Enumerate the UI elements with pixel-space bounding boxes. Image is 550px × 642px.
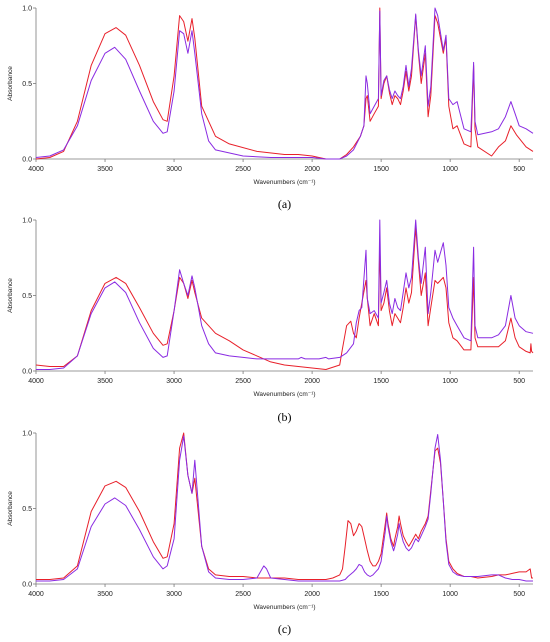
x-tick-label: 500 <box>513 591 525 598</box>
x-tick-label: 500 <box>513 378 525 385</box>
y-axis-title: Absorbance <box>7 278 14 313</box>
x-tick-label: 1000 <box>442 378 458 385</box>
series-line-1 <box>35 7 534 160</box>
x-tick-label: 1500 <box>373 378 389 385</box>
x-tick-label: 2000 <box>304 591 320 598</box>
series-line-2 <box>36 219 534 370</box>
x-tick-label: 4000 <box>28 166 44 173</box>
x-tick-label: 2500 <box>235 166 251 173</box>
x-tick-label: 3000 <box>166 166 182 173</box>
x-tick-label: 2000 <box>304 378 320 385</box>
panel-label: (a) <box>278 197 291 211</box>
x-tick-label: 4000 <box>28 591 44 598</box>
x-tick-label: 2000 <box>304 166 320 173</box>
spectrum-panel-1: 4000 3500 3000 2500 2000 1500 1000 500 0.0 0.5 1.0… <box>7 6 534 211</box>
x-tick-label: 1000 <box>442 166 458 173</box>
series-line-1 <box>35 227 534 370</box>
panel-label: (b) <box>278 410 292 424</box>
x-tick-label: 2500 <box>235 591 251 598</box>
series-line-2 <box>35 7 534 160</box>
y-tick-label: 0.0 <box>22 157 32 164</box>
y-tick-label: 0.5 <box>22 293 32 300</box>
y-tick-label: 1.0 <box>22 6 32 13</box>
x-tick-label: 3500 <box>97 166 113 173</box>
x-tick-label: 3500 <box>97 378 113 385</box>
x-tick-label: 1000 <box>442 591 458 598</box>
x-axis-title: Wavenumbers (cm⁻¹) <box>253 604 315 611</box>
panel-label: (c) <box>278 622 291 636</box>
x-tick-label: 3000 <box>166 378 182 385</box>
y-tick-label: 0.5 <box>22 506 32 513</box>
y-axis-title: Absorbance <box>7 66 14 101</box>
x-tick-label: 3000 <box>166 591 182 598</box>
x-tick-label: 4000 <box>28 378 44 385</box>
series-line-1 <box>36 432 533 580</box>
x-tick-label: 2500 <box>235 378 251 385</box>
y-tick-label: 1.0 <box>22 218 32 225</box>
y-tick-label: 0.5 <box>22 81 32 88</box>
x-tick-label: 1500 <box>373 591 389 598</box>
y-tick-label: 0.0 <box>22 369 32 376</box>
x-axis-title: Wavenumbers (cm⁻¹) <box>253 391 315 398</box>
y-axis-title: Absorbance <box>7 491 14 526</box>
x-tick-label: 500 <box>513 166 525 173</box>
spectrum-panel-3: 4000 3500 3000 2500 2000 1500 1000 500 0.0 0.5 1.0… <box>7 431 533 636</box>
x-axis-title: Wavenumbers (cm⁻¹) <box>253 179 315 186</box>
series-line-2 <box>36 434 533 582</box>
y-tick-label: 1.0 <box>22 431 32 438</box>
spectrum-panel-2: 4000 3500 3000 2500 2000 1500 1000 500 0.0 0.5 1.0… <box>7 218 534 424</box>
x-tick-label: 3500 <box>97 591 113 598</box>
x-tick-label: 1500 <box>373 166 389 173</box>
y-tick-label: 0.0 <box>22 582 32 589</box>
